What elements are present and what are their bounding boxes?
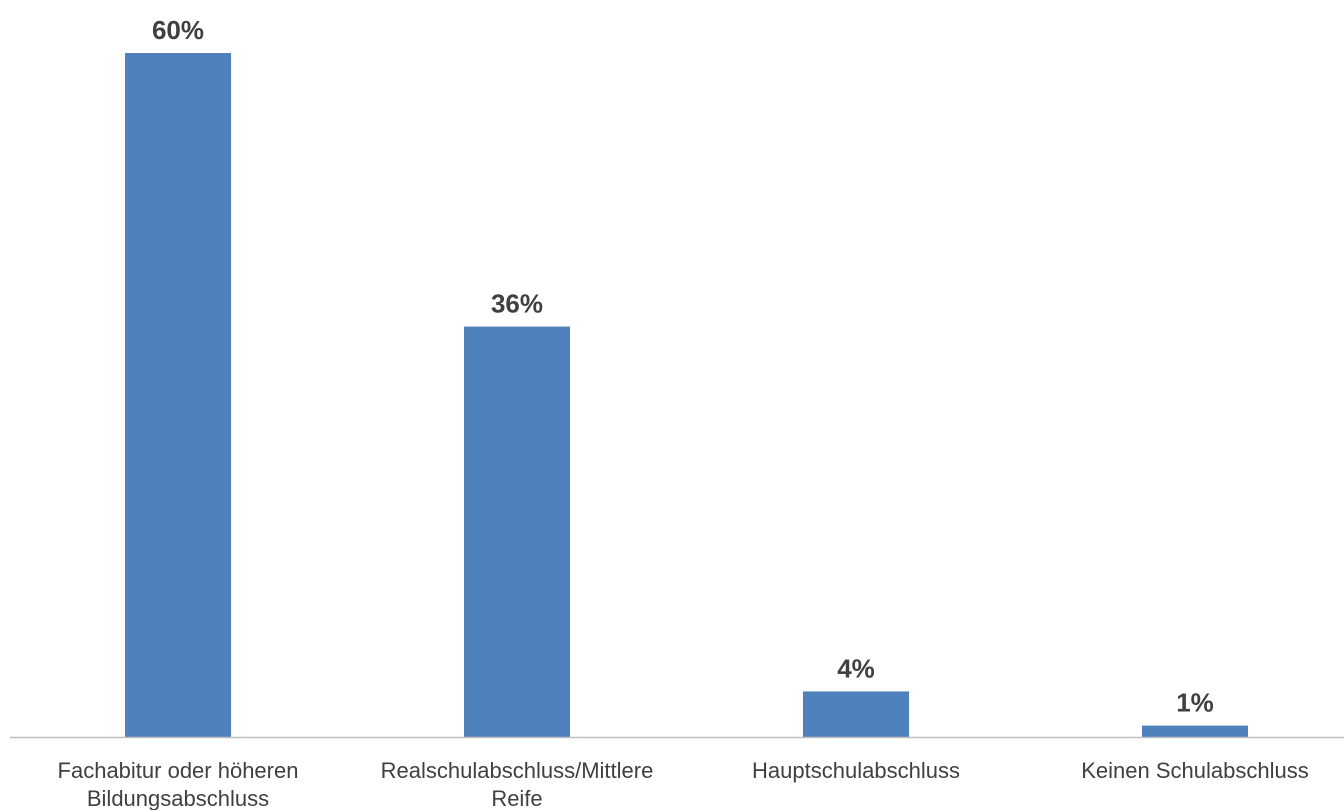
bar bbox=[803, 691, 909, 737]
category-label: Fachabitur oder höheren bbox=[58, 758, 299, 783]
data-label: 60% bbox=[152, 15, 204, 45]
category-label: Reife bbox=[491, 786, 542, 810]
category-label: Bildungsabschluss bbox=[87, 786, 269, 810]
bar bbox=[1142, 725, 1248, 737]
data-label: 4% bbox=[837, 653, 875, 683]
category-label: Hauptschulabschluss bbox=[752, 758, 960, 783]
data-label: 36% bbox=[491, 289, 543, 319]
value-labels-group: 60% 36% 4% 1% bbox=[152, 15, 1214, 718]
category-label: Keinen Schulabschluss bbox=[1081, 758, 1308, 783]
data-label: 1% bbox=[1176, 688, 1214, 718]
bars-group bbox=[125, 53, 1248, 737]
bar bbox=[125, 53, 231, 737]
category-labels-group: Fachabitur oder höheren Bildungsabschluss… bbox=[58, 758, 1309, 810]
bar bbox=[464, 326, 570, 737]
category-label: Realschulabschluss/Mittlere bbox=[381, 758, 654, 783]
